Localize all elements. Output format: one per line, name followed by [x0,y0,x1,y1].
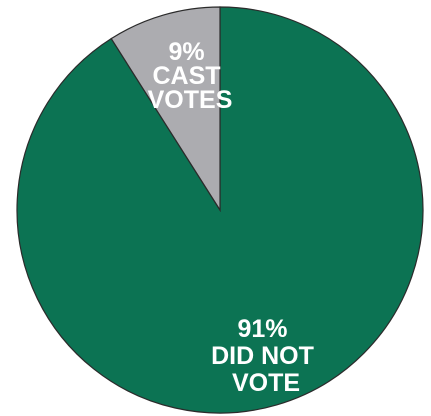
did-not-vote-line-2: VOTE [232,369,300,397]
did-not-vote-line-1: DID NOT [211,342,314,370]
pie-slices [16,6,424,414]
did-not-vote-label: 91% DID NOT VOTE [211,315,321,397]
cast-votes-label: 9% CAST VOTES [148,38,233,114]
cast-votes-line-1: CAST [152,62,220,90]
did-not-vote-percent: 91% [238,315,288,343]
cast-votes-percent: 9% [168,38,204,66]
cast-votes-slice [110,6,221,213]
cast-votes-line-2: VOTES [148,86,233,114]
